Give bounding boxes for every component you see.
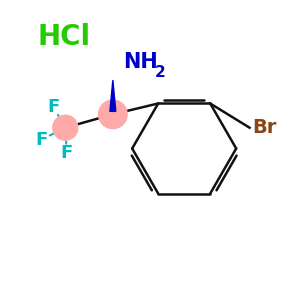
Circle shape: [99, 100, 127, 129]
Text: F: F: [35, 130, 48, 148]
Text: F: F: [47, 98, 59, 116]
Text: HCl: HCl: [37, 23, 90, 51]
Text: Br: Br: [253, 118, 277, 137]
Polygon shape: [110, 80, 116, 111]
Text: F: F: [61, 144, 73, 162]
Circle shape: [53, 115, 78, 140]
Text: 2: 2: [154, 64, 165, 80]
Text: NH: NH: [123, 52, 158, 72]
